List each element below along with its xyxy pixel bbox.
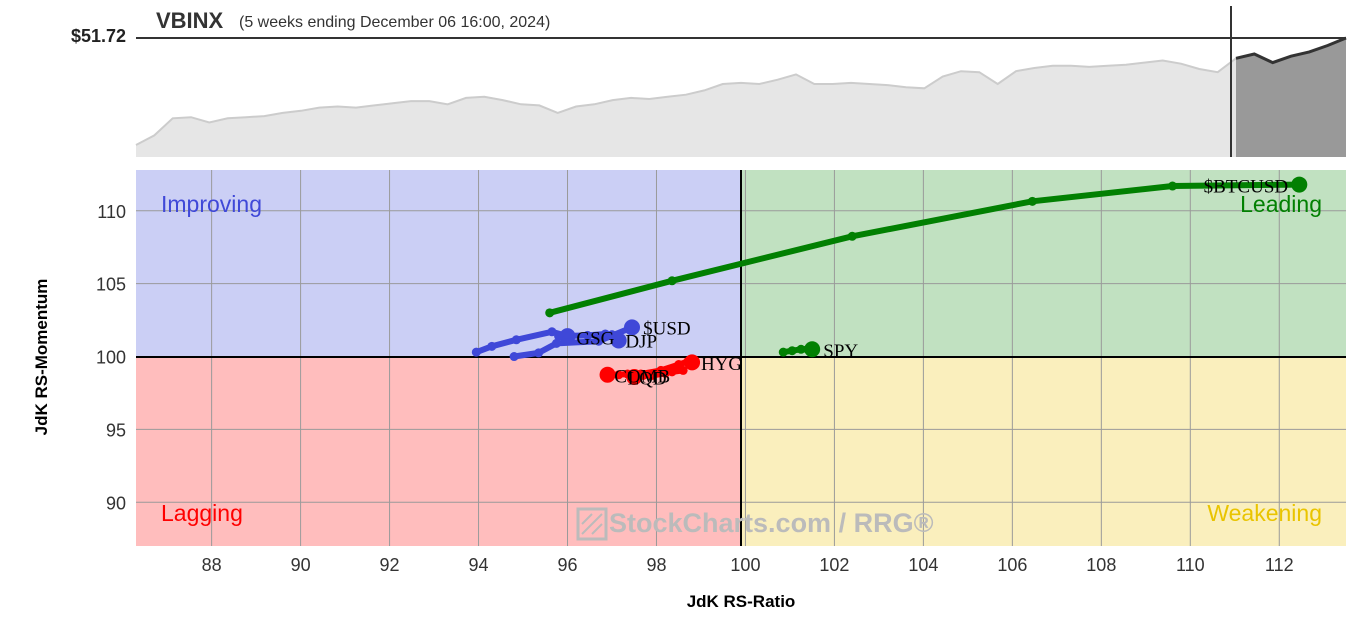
quadrant-label-weakening: Weakening (1207, 500, 1322, 526)
x-tick-label: 100 (730, 555, 760, 575)
price-line (135, 57, 1237, 146)
rotation-tails (471, 176, 1308, 385)
tail-point-btcusd (545, 308, 555, 318)
tail-point-usd (594, 336, 604, 346)
chart-title: VBINX (156, 8, 224, 33)
tail-head-usd[interactable] (624, 319, 641, 336)
symbol-label-lqd: LQD (628, 369, 667, 390)
x-tick-label: 108 (1086, 555, 1116, 575)
y-tick-label: 105 (96, 275, 126, 295)
x-tick-label: 92 (380, 555, 400, 575)
x-tick-label: 94 (469, 555, 489, 575)
tail-btcusd (545, 176, 1308, 318)
y-tick-label: 90 (106, 493, 126, 513)
x-tick-label: 112 (1265, 555, 1294, 575)
tail-point-djp (600, 329, 610, 339)
tail-point-spy (787, 346, 797, 356)
tail-point-lqd (678, 365, 688, 375)
symbol-label-gsg: GSG (576, 329, 614, 350)
tail-point-comb (614, 370, 624, 380)
tail-head-hyg[interactable] (684, 354, 701, 371)
tail-point-spy (778, 347, 788, 357)
tail-head-spy[interactable] (804, 341, 821, 358)
price-area (136, 58, 1236, 157)
tail-point-usd (551, 338, 561, 348)
tail-head-btcusd[interactable] (1291, 176, 1308, 193)
watermark-logo-hatch (581, 513, 603, 535)
price-strip: VBINX (5 weeks ending December 06 16:00,… (71, 6, 1347, 157)
last-price-label: $51.72 (71, 26, 126, 46)
tail-point-lqd (667, 367, 677, 377)
watermark-text: StockCharts.com / RRG® (609, 508, 934, 538)
x-tick-label: 102 (819, 555, 849, 575)
x-tick-label: 110 (1176, 555, 1205, 575)
x-tick-label: 96 (557, 555, 577, 575)
x-axis-title: JdK RS-Ratio (687, 592, 796, 611)
tail-point-comb (638, 370, 648, 380)
y-tick-label: 100 (96, 348, 126, 368)
price-line-recent (1235, 36, 1347, 65)
symbol-label-btcusd: $BTCUSD (1204, 176, 1288, 197)
symbol-label-spy: SPY (823, 341, 858, 362)
watermark: StockCharts.com / RRG® (576, 507, 934, 541)
x-axis-ticks: 88 90 92 94 96 98 100 102 104 106 108 110 112 (202, 555, 1294, 575)
symbol-label-usd: $USD (643, 318, 691, 339)
x-tick-label: 106 (997, 555, 1027, 575)
tail-point-btcusd (1168, 181, 1178, 191)
x-tick-label: 98 (646, 555, 666, 575)
tail-point-djp (554, 331, 564, 341)
tail-point-gsg (487, 341, 497, 351)
y-tick-label: 95 (106, 420, 126, 440)
symbol-label-djp: DJP (625, 332, 657, 353)
tail-point-gsg (511, 335, 521, 345)
tail-point-comb (631, 370, 641, 380)
tail-spy (778, 341, 821, 358)
quadrant-label-improving: Improving (161, 191, 262, 217)
tail-point-btcusd (1027, 196, 1037, 206)
tail-point-usd (509, 352, 519, 362)
tail-point-gsg (547, 327, 557, 337)
x-tick-label: 88 (202, 555, 222, 575)
tail-point-gsg (471, 347, 481, 357)
chart-subtitle: (5 weeks ending December 06 16:00, 2024) (239, 14, 550, 31)
quadrant-label-leading: Leading (1240, 191, 1322, 217)
tail-head-djp[interactable] (610, 332, 627, 349)
watermark-logo-icon (576, 507, 608, 541)
tail-djp (554, 329, 627, 349)
y-axis-title: JdK RS-Momentum (32, 279, 51, 436)
quadrant-improving (136, 170, 741, 357)
symbol-label-hyg: HYG (701, 354, 742, 375)
price-area-recent (1236, 38, 1346, 157)
tail-point-comb (623, 369, 633, 379)
tail-point-usd (534, 348, 544, 358)
x-tick-label: 90 (291, 555, 311, 575)
tail-point-spy (796, 344, 806, 354)
tail-point-djp (583, 330, 593, 340)
quadrant-lagging (136, 357, 741, 546)
tail-point-btcusd (847, 231, 857, 241)
tail-line-btcusd (546, 181, 1303, 316)
quadrant-label-lagging: Lagging (161, 500, 243, 526)
y-tick-label: 110 (97, 202, 126, 222)
rrg-plot: Improving Leading Lagging Weakening Stoc… (136, 170, 1346, 546)
x-tick-label: 104 (908, 555, 938, 575)
tail-point-btcusd (667, 276, 677, 286)
tail-point-lqd (647, 370, 657, 380)
symbol-label-comb: COMB (614, 366, 670, 387)
quadrant-weakening (741, 357, 1346, 546)
tail-comb (599, 366, 648, 383)
y-axis-ticks: 90 95 100 105 110 (96, 202, 126, 513)
tail-head-comb[interactable] (599, 366, 616, 383)
